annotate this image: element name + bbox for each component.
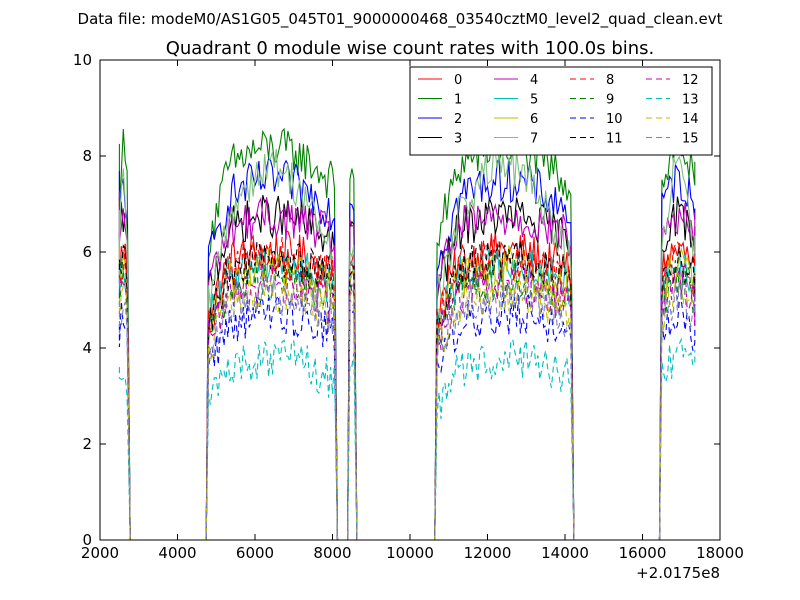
series-line-13 — [118, 337, 696, 540]
legend-label-12: 12 — [682, 73, 699, 88]
x-tick-label: 6000 — [236, 544, 274, 562]
series-line-4 — [118, 191, 696, 540]
legend-label-10: 10 — [606, 112, 623, 127]
legend-label-11: 11 — [606, 132, 623, 147]
legend-label-4: 4 — [530, 73, 538, 88]
series-line-2 — [118, 157, 696, 540]
y-tick-label: 0 — [82, 531, 92, 549]
series-line-14 — [118, 268, 696, 540]
series-line-15 — [118, 275, 696, 540]
series-line-8 — [118, 237, 696, 540]
x-tick-label: 14000 — [541, 544, 589, 562]
legend-label-6: 6 — [530, 112, 538, 127]
x-tick-label: 12000 — [464, 544, 512, 562]
legend-label-13: 13 — [682, 93, 699, 108]
legend-box — [409, 66, 713, 156]
series-line-5 — [118, 237, 696, 540]
series-line-7 — [118, 148, 696, 540]
x-tick-label: 8000 — [313, 544, 351, 562]
y-tick-label: 6 — [82, 243, 92, 261]
chart-suptitle: Data file: modeM0/AS1G05_045T01_90000004… — [78, 10, 723, 29]
series-line-0 — [118, 230, 696, 540]
x-tick-label: 16000 — [619, 544, 667, 562]
legend-label-15: 15 — [682, 132, 699, 147]
legend-label-0: 0 — [454, 73, 462, 88]
x-tick-label: 18000 — [696, 544, 744, 562]
legend-label-9: 9 — [606, 93, 614, 108]
series-layer — [118, 127, 696, 540]
x-tick-label: 10000 — [386, 544, 434, 562]
y-tick-label: 4 — [82, 339, 92, 357]
legend-label-1: 1 — [454, 93, 462, 108]
x-tick-label: 2000 — [81, 544, 119, 562]
legend-label-7: 7 — [530, 132, 538, 147]
series-line-11 — [118, 240, 696, 540]
chart-title: Quadrant 0 module wise count rates with … — [166, 38, 655, 59]
y-tick-label: 2 — [82, 435, 92, 453]
legend-label-3: 3 — [454, 132, 462, 147]
legend-label-5: 5 — [530, 93, 538, 108]
y-tick-label: 8 — [82, 147, 92, 165]
series-line-10 — [118, 292, 696, 540]
y-tick-label: 10 — [73, 51, 92, 69]
axis-ticks: 2000 4000 6000 8000 10000 12000 14000 16000 1800… — [73, 51, 744, 562]
series-line-1 — [118, 127, 696, 540]
legend-label-2: 2 — [454, 112, 462, 127]
legend-label-8: 8 — [606, 73, 614, 88]
series-line-3 — [118, 194, 696, 540]
x-tick-label: 4000 — [158, 544, 196, 562]
series-line-9 — [118, 259, 696, 540]
series-line-6 — [118, 240, 696, 540]
x-offset-label: +2.0175e8 — [636, 564, 720, 582]
series-line-12 — [118, 263, 696, 540]
legend-label-14: 14 — [682, 112, 699, 127]
